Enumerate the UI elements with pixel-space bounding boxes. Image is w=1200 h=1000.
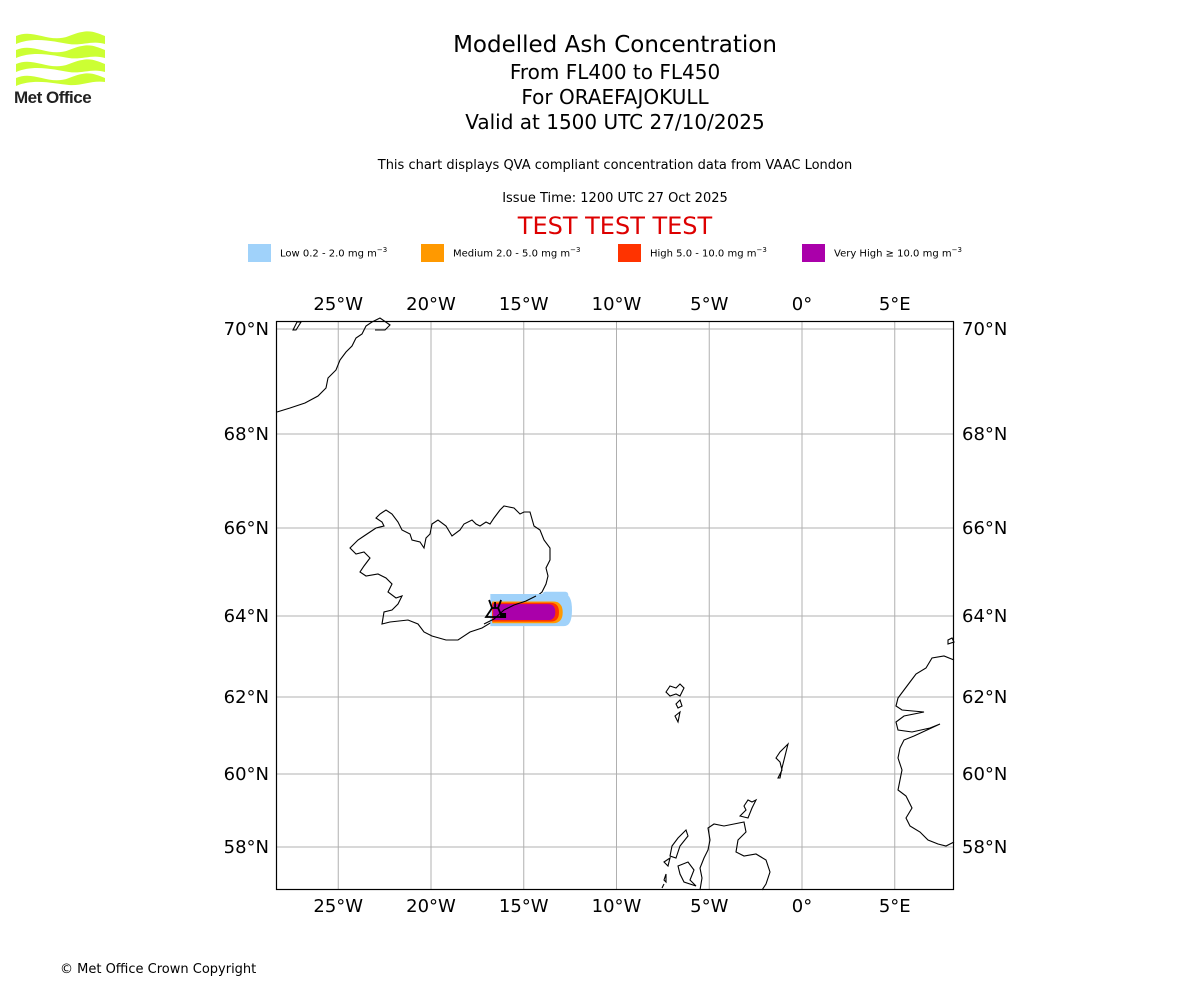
lon-tick-label: 0° [792, 896, 812, 917]
logo-text: Met Office [14, 88, 92, 107]
legend-swatch-high [618, 244, 641, 262]
coastline-faroe [665, 683, 685, 724]
lon-tick-label: 25°W [313, 294, 363, 315]
lon-tick-label: 20°W [406, 896, 456, 917]
coastline-greenland [276, 317, 391, 413]
lat-tick-label: 66°N [224, 518, 269, 539]
lon-tick-label: 20°W [406, 294, 456, 315]
test-banner: TEST TEST TEST [517, 212, 713, 240]
lon-tick-label: 5°W [690, 294, 728, 315]
issue-time: Issue Time: 1200 UTC 27 Oct 2025 [502, 191, 728, 206]
graticule [276, 321, 954, 890]
map-frame [275, 320, 955, 891]
copyright: © Met Office Crown Copyright [60, 962, 257, 977]
volcano-marker [484, 599, 507, 618]
coastline-scotland [699, 821, 771, 891]
lat-tick-label: 70°N [962, 319, 1007, 340]
met-office-logo: Met Office [14, 30, 106, 108]
legend-swatch-low [248, 244, 271, 262]
legend-label-low: Low 0.2 - 2.0 mg m−3 [280, 246, 388, 260]
lat-tick-label: 68°N [224, 424, 269, 445]
lat-tick-label: 70°N [224, 319, 269, 340]
legend-swatch-very-high [802, 244, 825, 262]
lon-tick-label: 15°W [499, 294, 549, 315]
lon-tick-label: 5°E [879, 896, 911, 917]
lat-tick-label: 60°N [962, 764, 1007, 785]
flight-levels: From FL400 to FL450 [509, 60, 721, 84]
lon-tick-label: 25°W [313, 896, 363, 917]
lat-tick-label: 64°N [224, 606, 269, 627]
coastlines [276, 317, 955, 891]
lon-tick-label: 10°W [592, 896, 642, 917]
chart-titles: Modelled Ash Concentration From FL400 to… [0, 30, 1200, 135]
valid-time: Valid at 1500 UTC 27/10/2025 [465, 110, 765, 134]
lat-tick-label: 64°N [962, 606, 1007, 627]
coastline-norway [895, 655, 955, 847]
met-office-waves-icon [16, 31, 105, 86]
legend-label-very-high: Very High ≥ 10.0 mg m−3 [834, 246, 962, 260]
volcano-vent-icon [500, 613, 507, 618]
lat-tick-label: 66°N [962, 518, 1007, 539]
ash-area-low-extension [542, 591, 569, 604]
lat-tick-label: 60°N [224, 764, 269, 785]
ash-contours [483, 591, 572, 627]
volcano-icon [484, 599, 504, 618]
chart-title: Modelled Ash Concentration [453, 32, 777, 58]
lon-tick-label: 5°W [690, 896, 728, 917]
chart-description: This chart displays QVA compliant concen… [377, 158, 853, 173]
coastline-orkney [738, 798, 758, 819]
legend-item-very-high: Very High ≥ 10.0 mg m−3 [802, 244, 962, 262]
coastline-iceland-south [483, 595, 537, 625]
lon-tick-label: 0° [792, 294, 812, 315]
lon-tick-label: 5°E [879, 294, 911, 315]
legend-item-medium: Medium 2.0 - 5.0 mg m−3 [421, 244, 580, 262]
legend-item-low: Low 0.2 - 2.0 mg m−3 [248, 244, 387, 262]
lat-tick-label: 68°N [962, 424, 1007, 445]
lat-tick-label: 58°N [224, 837, 269, 858]
coastline-shetland [775, 742, 790, 779]
lat-tick-label: 58°N [962, 837, 1007, 858]
legend-label-high: High 5.0 - 10.0 mg m−3 [650, 246, 767, 260]
legend-item-high: High 5.0 - 10.0 mg m−3 [618, 244, 767, 262]
legend-swatch-medium [421, 244, 444, 262]
lat-tick-label: 62°N [962, 687, 1007, 708]
axis-tick-labels: 25°W 25°W 20°W 20°W 15°W 15°W 10°W 10°W 5°W 5°W 0°… [224, 294, 1008, 917]
lat-tick-label: 62°N [224, 687, 269, 708]
volcano-name: For ORAEFAJOKULL [521, 85, 709, 109]
coastline-hebrides [661, 828, 697, 889]
legend-label-medium: Medium 2.0 - 5.0 mg m−3 [453, 246, 581, 260]
lon-tick-label: 10°W [592, 294, 642, 315]
lon-tick-label: 15°W [499, 896, 549, 917]
